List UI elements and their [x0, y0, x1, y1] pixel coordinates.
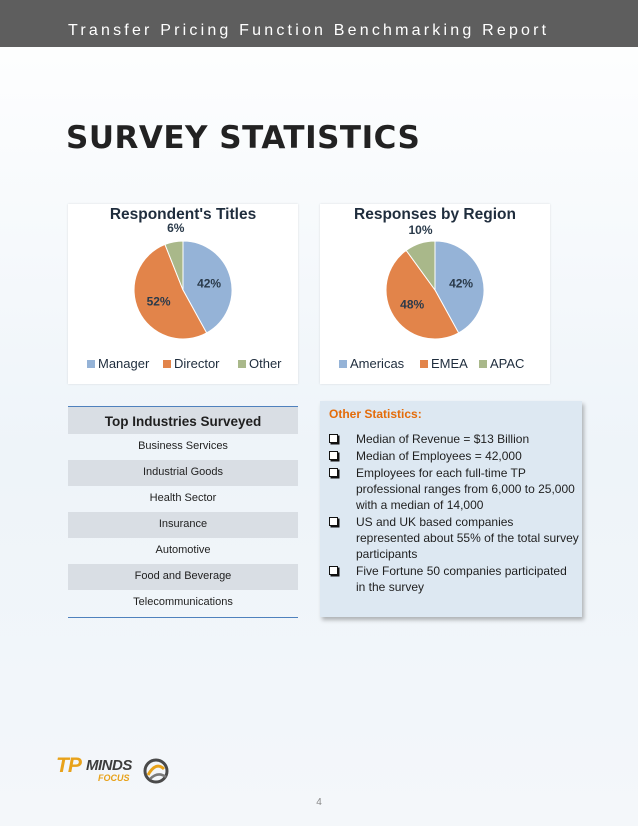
- report-title: Transfer Pricing Function Benchmarking R…: [68, 22, 550, 39]
- pie-slice-apac: [405, 240, 436, 292]
- legend-swatch: [238, 360, 246, 368]
- slice-label: 52%: [147, 295, 171, 309]
- legend-swatch: [420, 360, 428, 368]
- slice-label: 42%: [449, 276, 473, 290]
- slice-label: 42%: [197, 276, 221, 290]
- legend-label: EMEA: [431, 356, 468, 371]
- list-item: US and UK based companies represented ab…: [329, 514, 579, 562]
- legend-swatch: [87, 360, 95, 368]
- responses-by-region-svg: Responses by Region 42% 48% 10% Americas EMEA…: [339, 206, 524, 371]
- legend-label: Other: [249, 356, 282, 371]
- checkbox-bullet-icon: [329, 468, 338, 477]
- list-item: Median of Employees = 42,000: [329, 448, 579, 464]
- industry-row: Food and Beverage: [68, 564, 298, 590]
- pie-slice-emea: [385, 249, 460, 340]
- page-header: Transfer Pricing Function Benchmarking R…: [0, 0, 638, 47]
- logo-focus-text: FOCUS: [98, 773, 130, 783]
- legend-label: Americas: [350, 356, 405, 371]
- other-statistics-title: Other Statistics:: [329, 407, 422, 421]
- list-item: Five Fortune 50 companies participated i…: [329, 563, 579, 595]
- responses-by-region-chart: Responses by Region 42% 48% 10% Americas EMEA…: [320, 204, 550, 384]
- logo-swirl-icon: [143, 758, 169, 784]
- respondent-titles-chart: Respondent's Titles 42% 52% 6% Manager Direct…: [68, 204, 298, 384]
- top-industries-table: Top Industries Surveyed Business Service…: [68, 406, 298, 618]
- page-number: 4: [316, 797, 322, 808]
- list-item: Median of Revenue = $13 Billion: [329, 431, 579, 447]
- pie-slice-manager: [182, 240, 233, 334]
- industry-row: Telecommunications: [133, 596, 233, 608]
- page-title: SURVEY STATISTICS: [66, 120, 421, 156]
- legend-swatch: [479, 360, 487, 368]
- legend-swatch: [163, 360, 171, 368]
- list-item: Employees for each full-time TP professi…: [329, 465, 579, 513]
- other-statistics-list: Median of Revenue = $13 Billion Median o…: [329, 431, 579, 596]
- checkbox-bullet-icon: [329, 451, 338, 460]
- chart-title: Respondent's Titles: [110, 206, 256, 223]
- logo-tp-text: TP: [56, 754, 82, 777]
- other-statistics-box: Other Statistics: Median of Revenue = $1…: [320, 401, 582, 617]
- slice-label: 6%: [167, 221, 185, 235]
- pie-slice-other: [164, 240, 184, 291]
- industry-row: Insurance: [68, 512, 298, 538]
- legend-label: APAC: [490, 356, 524, 371]
- checkbox-bullet-icon: [329, 434, 338, 443]
- checkbox-bullet-icon: [329, 566, 338, 575]
- slice-label: 10%: [408, 223, 432, 237]
- industries-header: Top Industries Surveyed: [68, 407, 298, 434]
- industry-row: Industrial Goods: [68, 460, 298, 486]
- pie-slice-director: [133, 243, 208, 340]
- slice-label: 48%: [400, 297, 424, 311]
- logo-minds-text: MINDS: [86, 757, 132, 774]
- chart-title: Responses by Region: [354, 206, 516, 223]
- industry-row: Business Services: [138, 440, 228, 452]
- legend-swatch: [339, 360, 347, 368]
- legend-label: Director: [174, 356, 220, 371]
- respondent-titles-svg: Respondent's Titles 42% 52% 6% Manager Direct…: [87, 206, 282, 371]
- legend-label: Manager: [98, 356, 150, 371]
- tp-minds-focus-logo: TP MINDS FOCUS: [56, 754, 176, 788]
- industry-row: Automotive: [155, 544, 211, 556]
- checkbox-bullet-icon: [329, 517, 338, 526]
- pie-slice-americas: [434, 240, 485, 334]
- industry-row: Health Sector: [149, 492, 217, 504]
